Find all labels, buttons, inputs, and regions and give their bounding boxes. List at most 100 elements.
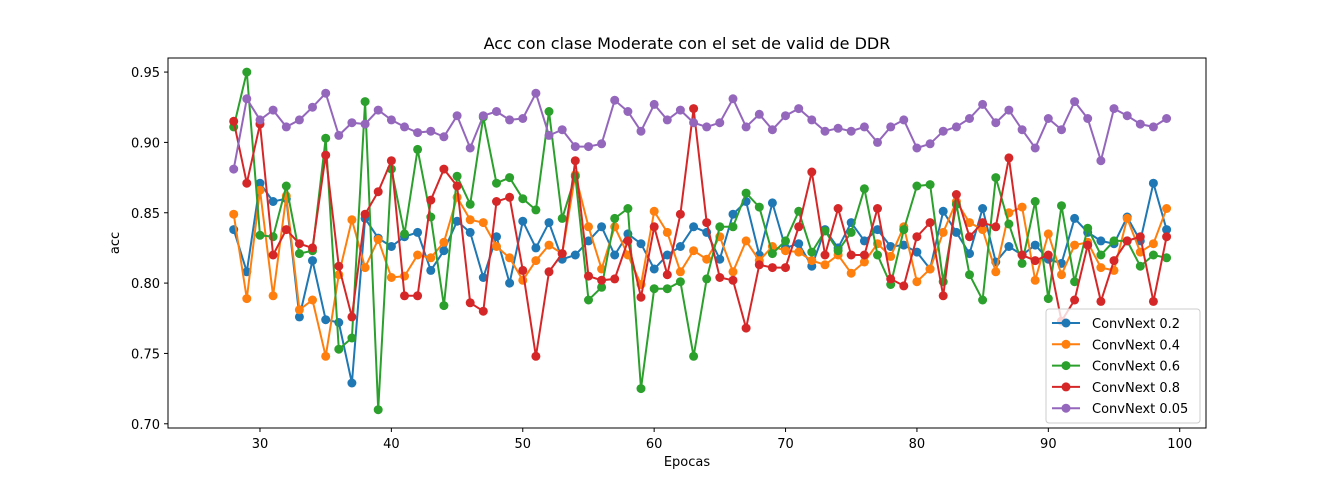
series-4 (229, 88, 1172, 174)
data-point (1030, 256, 1040, 266)
data-point (794, 222, 804, 232)
data-point (741, 236, 751, 246)
x-tick-label: 90 (1040, 437, 1057, 452)
data-point (833, 204, 843, 213)
data-point (767, 263, 777, 273)
data-point (1096, 296, 1106, 306)
data-point (255, 185, 265, 195)
data-point (767, 125, 777, 135)
data-point (649, 284, 659, 294)
x-tick-label: 100 (1167, 437, 1192, 452)
data-point (1070, 240, 1080, 250)
data-point (268, 197, 278, 206)
data-point (938, 227, 948, 237)
data-point (820, 250, 830, 260)
data-point (478, 306, 488, 316)
series-3 (229, 104, 1172, 361)
data-point (439, 246, 449, 256)
data-point (597, 139, 607, 149)
data-point (584, 222, 593, 232)
data-point (951, 227, 961, 237)
data-point (505, 278, 515, 288)
data-point (991, 222, 1001, 232)
data-point (1030, 275, 1040, 285)
data-point (347, 333, 357, 343)
y-tick-label: 0.80 (131, 277, 160, 292)
data-point (1030, 197, 1040, 206)
data-point (1083, 223, 1093, 233)
data-point (1017, 258, 1027, 268)
y-tick-label: 0.70 (131, 418, 160, 433)
data-point (1043, 114, 1053, 123)
data-point (794, 239, 804, 249)
data-point (321, 133, 331, 143)
data-point (1096, 250, 1106, 260)
data-point (347, 312, 357, 322)
data-point (413, 128, 423, 138)
data-point (965, 249, 974, 259)
data-point (584, 142, 593, 152)
data-point (294, 305, 304, 315)
data-point (347, 215, 357, 225)
data-point (452, 171, 462, 181)
data-point (1043, 229, 1053, 239)
data-point (702, 122, 712, 132)
legend-label: ConvNext 0.8 (1092, 381, 1180, 396)
data-point (833, 246, 843, 256)
data-point (413, 291, 423, 301)
data-point (478, 273, 488, 282)
data-point (255, 115, 265, 125)
data-point (518, 194, 528, 204)
data-point (1070, 213, 1080, 223)
data-point (728, 267, 738, 277)
data-point (386, 115, 396, 125)
legend-item: ConvNext 0.4 (1052, 338, 1180, 353)
data-point (794, 104, 804, 114)
data-point (465, 215, 475, 225)
data-point (754, 109, 764, 119)
data-point (702, 254, 712, 264)
data-point (886, 122, 896, 132)
data-point (965, 114, 974, 123)
data-point (715, 222, 725, 232)
data-point (492, 178, 501, 188)
data-point (1057, 125, 1066, 135)
legend-label: ConvNext 0.05 (1092, 402, 1188, 417)
data-point (426, 265, 436, 275)
data-point (1109, 256, 1119, 266)
data-point (965, 218, 974, 228)
x-tick-label: 70 (777, 437, 794, 452)
legend-label: ConvNext 0.2 (1092, 317, 1180, 332)
legend-item: ConvNext 0.2 (1052, 317, 1180, 332)
data-point (347, 378, 357, 388)
legend-marker (1061, 318, 1071, 328)
data-point (728, 209, 738, 219)
data-point (1004, 153, 1014, 163)
data-point (544, 218, 554, 228)
data-point (610, 274, 620, 284)
data-point (308, 295, 317, 305)
data-point (1017, 125, 1027, 135)
legend-label: ConvNext 0.6 (1092, 360, 1180, 375)
data-point (662, 250, 672, 260)
data-point (242, 294, 252, 304)
data-point (229, 209, 239, 219)
data-point (478, 218, 488, 228)
data-point (978, 225, 988, 235)
data-point (899, 115, 909, 125)
data-point (294, 312, 304, 322)
data-point (807, 247, 817, 257)
y-axis-label: acc (108, 232, 123, 254)
data-point (478, 111, 488, 121)
data-point (452, 216, 462, 226)
data-point (873, 137, 882, 147)
data-point (1004, 105, 1014, 115)
data-point (242, 67, 252, 77)
data-point (426, 253, 436, 263)
x-tick-label: 50 (514, 437, 531, 452)
data-point (925, 264, 935, 274)
data-point (570, 156, 580, 166)
data-point (334, 261, 344, 271)
data-point (373, 105, 383, 115)
